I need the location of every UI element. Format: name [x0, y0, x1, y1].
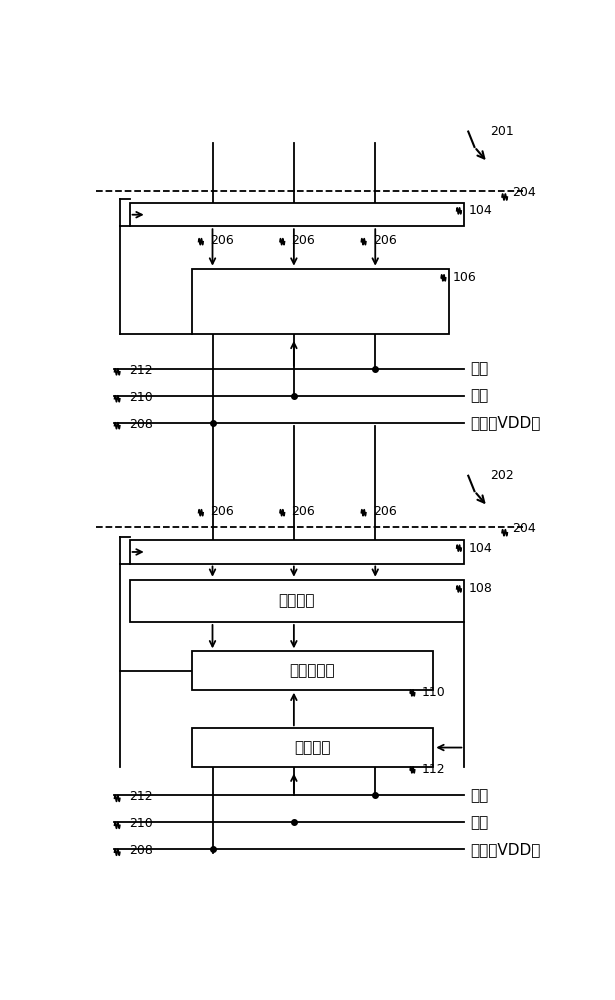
Text: 206: 206: [292, 505, 315, 518]
Bar: [130, 580, 464, 622]
Text: 108: 108: [468, 582, 492, 595]
Text: 106: 106: [453, 271, 477, 284]
Text: 像素控制: 像素控制: [294, 740, 331, 755]
Text: 206: 206: [292, 234, 315, 247]
Text: 206: 206: [210, 234, 234, 247]
Text: 210: 210: [129, 817, 153, 830]
Text: 104: 104: [468, 542, 492, 555]
Text: 曝光: 曝光: [470, 361, 489, 376]
Text: 201: 201: [490, 125, 514, 138]
Text: 功率（VDD）: 功率（VDD）: [470, 842, 541, 857]
Text: 像素驱动器: 像素驱动器: [290, 663, 335, 678]
Text: 204: 204: [512, 522, 536, 535]
Bar: [130, 540, 464, 564]
Text: 208: 208: [129, 844, 153, 857]
Text: 208: 208: [129, 418, 153, 431]
Text: 206: 206: [373, 505, 397, 518]
Bar: [192, 269, 449, 334]
Bar: [130, 203, 464, 226]
Bar: [192, 651, 434, 690]
Text: 212: 212: [129, 364, 153, 377]
Text: 110: 110: [422, 686, 445, 699]
Text: 212: 212: [129, 790, 153, 803]
Text: 112: 112: [422, 763, 445, 776]
Text: 曝光: 曝光: [470, 788, 489, 803]
Text: 206: 206: [373, 234, 397, 247]
Text: 功率（VDD）: 功率（VDD）: [470, 415, 541, 430]
Text: 206: 206: [210, 505, 234, 518]
Text: 210: 210: [129, 391, 153, 404]
Text: 感测元件: 感测元件: [279, 593, 315, 608]
Text: 204: 204: [512, 186, 536, 199]
Bar: [192, 728, 434, 767]
Text: 202: 202: [490, 469, 514, 482]
Text: 接地: 接地: [470, 815, 489, 830]
Text: 104: 104: [468, 204, 492, 217]
Text: 接地: 接地: [470, 388, 489, 403]
